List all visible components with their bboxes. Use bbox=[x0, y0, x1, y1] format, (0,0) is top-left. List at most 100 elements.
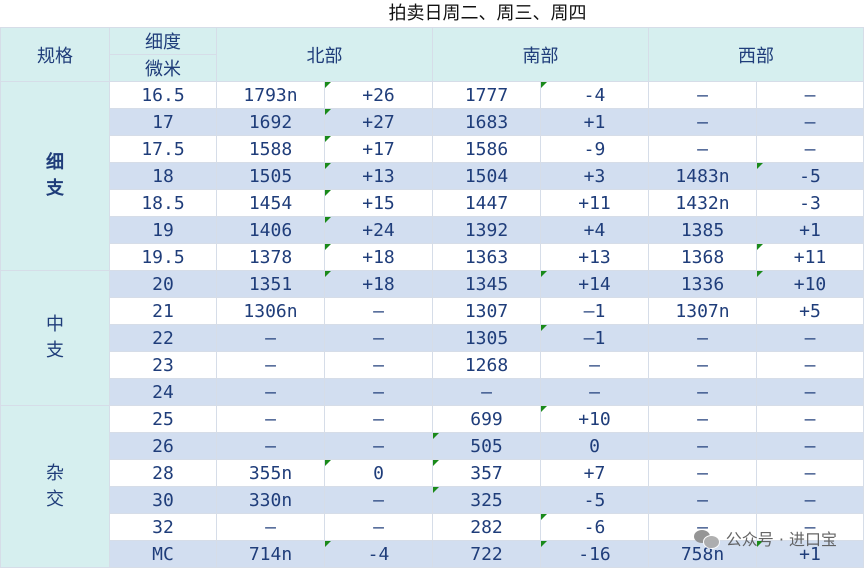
cell-south-chg: +14 bbox=[540, 270, 649, 298]
cell-south-chg: +1 bbox=[540, 108, 649, 136]
cell-west-chg: +10 bbox=[756, 270, 864, 298]
cell-north: 1454 bbox=[216, 189, 325, 217]
cell-north: – bbox=[216, 405, 325, 433]
header-row-2: 微米 bbox=[1, 54, 864, 82]
table-row: 17 1692 +27 1683 +1– – bbox=[1, 108, 864, 136]
cell-north-chg: – bbox=[324, 378, 433, 406]
table-row: 23– –1268– – – bbox=[1, 351, 864, 379]
cell-west-chg: +1 bbox=[756, 540, 864, 568]
cell-south: 1345 bbox=[432, 270, 541, 298]
cell-north-chg: +18 bbox=[324, 243, 433, 271]
cell-south-chg: -5 bbox=[540, 486, 649, 514]
cell-west-chg: – bbox=[756, 108, 864, 136]
table-row: 26– –505 0– – bbox=[1, 432, 864, 460]
cell-west: 1483n bbox=[648, 162, 757, 190]
cell-north-chg: -4 bbox=[324, 540, 433, 568]
cell-micron: 21 bbox=[109, 297, 217, 325]
cell-south: 1307 bbox=[432, 297, 541, 325]
cell-micron: 22 bbox=[109, 324, 217, 352]
cell-west: 1385 bbox=[648, 216, 757, 244]
cell-north-chg: +13 bbox=[324, 162, 433, 190]
cell-north: 1378 bbox=[216, 243, 325, 271]
cell-south: 1447 bbox=[432, 189, 541, 217]
cell-north: – bbox=[216, 324, 325, 352]
cell-north: 1505 bbox=[216, 162, 325, 190]
header-spec: 规格 bbox=[0, 27, 110, 82]
cell-west-chg: +11 bbox=[756, 243, 864, 271]
cell-west: 758n bbox=[648, 540, 757, 568]
cell-west: – bbox=[648, 108, 757, 136]
cell-south-chg: +10 bbox=[540, 405, 649, 433]
cell-south: 1268 bbox=[432, 351, 541, 379]
cell-south: 357 bbox=[432, 459, 541, 487]
table-row: 24– – – – – – bbox=[1, 378, 864, 406]
cell-south-chg: –1 bbox=[540, 297, 649, 325]
table-row: 19.5 1378 +18 1363 +13 1368 +11 bbox=[1, 243, 864, 271]
cell-micron: 19.5 bbox=[109, 243, 217, 271]
watermark: 公众号 · 进口宝 bbox=[693, 523, 837, 553]
cell-north: 355n bbox=[216, 459, 325, 487]
cell-west: – bbox=[648, 405, 757, 433]
cell-south-chg: +4 bbox=[540, 216, 649, 244]
cell-south-chg: -4 bbox=[540, 81, 649, 109]
table-row: 18.5 1454 +15 1447 +11 1432n -3 bbox=[1, 189, 864, 217]
cell-west-chg: +5 bbox=[756, 297, 864, 325]
table-row: 32– –282 -6– – bbox=[1, 513, 864, 541]
cell-north: 1351 bbox=[216, 270, 325, 298]
header-row-1: 规格 细度 北部 南部 西部 bbox=[0, 27, 864, 82]
cell-west: 1368 bbox=[648, 243, 757, 271]
table-row: 17.5 1588 +17 1586 -9– – bbox=[1, 135, 864, 163]
watermark-text: 公众号 · 进口宝 bbox=[725, 530, 837, 549]
cell-north-chg: – bbox=[324, 351, 433, 379]
cell-west: – bbox=[648, 432, 757, 460]
cell-north: – bbox=[216, 351, 325, 379]
cell-south: 1504 bbox=[432, 162, 541, 190]
table-row: 21 1306n –1307 –1 1307n +5 bbox=[1, 297, 864, 325]
cell-south: – bbox=[432, 378, 541, 406]
cell-south-chg: +11 bbox=[540, 189, 649, 217]
wechat-icon bbox=[693, 528, 720, 549]
cell-micron: MC bbox=[109, 540, 217, 568]
cell-south-chg: – bbox=[540, 351, 649, 379]
cell-south: 722 bbox=[432, 540, 541, 568]
table-row: 28 355n 0 357 +7– – bbox=[1, 459, 864, 487]
cell-north-chg: +15 bbox=[324, 189, 433, 217]
cell-north-chg: 0 bbox=[324, 459, 433, 487]
cell-south-chg: -6 bbox=[540, 513, 649, 541]
cell-north-chg: +26 bbox=[324, 81, 433, 109]
price-table: 规格 细度 北部 南部 西部 微米 细 支 16.5 1793n +26 1777 -4–… bbox=[0, 27, 864, 568]
cell-west-chg: – bbox=[756, 324, 864, 352]
cell-north-chg: +27 bbox=[324, 108, 433, 136]
cell-north: 1588 bbox=[216, 135, 325, 163]
cell-north: 1406 bbox=[216, 216, 325, 244]
header-micron: 微米 bbox=[109, 54, 217, 82]
cell-west: – bbox=[648, 351, 757, 379]
cell-west: 1432n bbox=[648, 189, 757, 217]
cell-north-chg: – bbox=[324, 297, 433, 325]
spec-group-label: 中 支 bbox=[0, 270, 110, 406]
cell-south: 1777 bbox=[432, 81, 541, 109]
table-row: 22– –1305 –1– – bbox=[1, 324, 864, 352]
cell-south-chg: 0 bbox=[540, 432, 649, 460]
cell-south: 1683 bbox=[432, 108, 541, 136]
cell-north-chg: – bbox=[324, 324, 433, 352]
cell-north: 330n bbox=[216, 486, 325, 514]
table-row: 细 支 16.5 1793n +26 1777 -4– – bbox=[0, 81, 864, 271]
table-row: 杂 交 25– –699 +10– – bbox=[0, 405, 864, 568]
cell-south: 325 bbox=[432, 486, 541, 514]
cell-north: 1306n bbox=[216, 297, 325, 325]
cell-south: 699 bbox=[432, 405, 541, 433]
cell-west-chg: – bbox=[756, 405, 864, 433]
cell-north-chg: – bbox=[324, 432, 433, 460]
table-row: 19 1406 +24 1392 +4 1385 +1 bbox=[1, 216, 864, 244]
cell-west: – bbox=[648, 324, 757, 352]
table-row: MC 714n -4 722 -16 758n +1 bbox=[1, 540, 864, 568]
cell-west: – bbox=[648, 486, 757, 514]
cell-north-chg: +17 bbox=[324, 135, 433, 163]
cell-west-chg: +1 bbox=[756, 216, 864, 244]
cell-micron: 18 bbox=[109, 162, 217, 190]
cell-micron: 18.5 bbox=[109, 189, 217, 217]
cell-north-chg: +24 bbox=[324, 216, 433, 244]
cell-micron: 26 bbox=[109, 432, 217, 460]
